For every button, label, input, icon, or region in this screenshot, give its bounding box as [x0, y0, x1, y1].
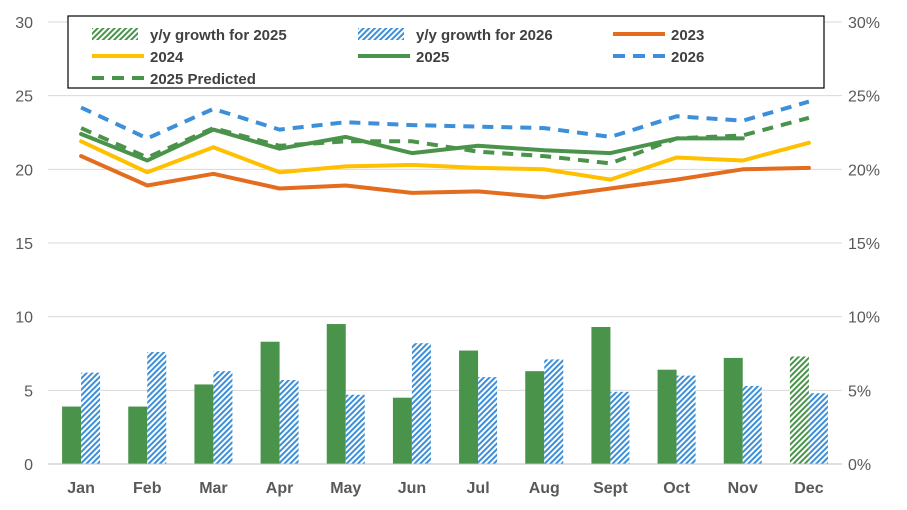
- y-right-tick-label: 15%: [848, 236, 880, 253]
- legend-label-2025-predicted: 2025 Predicted: [150, 71, 256, 88]
- line-series-2024: [79, 139, 811, 182]
- y-left-tick-label: 20: [15, 162, 33, 179]
- legend-label-y-y-growth-for-2026: y/y growth for 2026: [416, 27, 553, 44]
- bar-growth-2026: [411, 343, 431, 464]
- bar-growth-2026: [345, 394, 365, 464]
- y-left-tick-label: 25: [15, 89, 33, 106]
- y-right-tick-label: 25%: [848, 89, 880, 106]
- y-right-tick-label: 20%: [848, 162, 880, 179]
- line-layer: [79, 99, 811, 200]
- bar-growth-2025: [260, 341, 280, 464]
- y-right-tick-label: 0%: [848, 457, 871, 474]
- bar-growth-2026: [742, 385, 762, 464]
- bar-layer: [62, 324, 828, 464]
- y-left-tick-label: 15: [15, 236, 33, 253]
- bar-growth-2025: [62, 406, 82, 464]
- bar-growth-2026: [213, 371, 233, 464]
- legend-label-2023: 2023: [671, 27, 704, 44]
- x-tick-label: Mar: [199, 480, 227, 497]
- bar-growth-2025: [591, 326, 611, 464]
- x-tick-label: Apr: [266, 480, 294, 497]
- legend-label-2025: 2025: [416, 49, 449, 66]
- bar-growth-2026: [478, 377, 498, 464]
- line-series-2025: [79, 127, 745, 163]
- legend-swatch-y-y-growth-for-2025: [92, 28, 138, 40]
- legend-box: [67, 15, 825, 89]
- bar-growth-2025: [194, 384, 214, 464]
- bar-growth-2026: [81, 372, 101, 464]
- bar-growth-2025: [459, 350, 479, 464]
- legend: y/y growth for 2025 y/y growth for 2026 20…: [67, 15, 825, 89]
- bar-growth-2025: [326, 324, 346, 464]
- bar-growth-2025: [525, 371, 545, 464]
- x-tick-label: Jun: [398, 480, 426, 497]
- bar-growth-2025: [392, 397, 412, 464]
- x-tick-label: May: [330, 480, 361, 497]
- x-tick-label: Dec: [794, 480, 823, 497]
- bar-growth-2026: [676, 375, 696, 464]
- bar-growth-2026: [544, 359, 564, 464]
- line-series-2023: [79, 154, 811, 200]
- y-right-tick-label: 30%: [848, 15, 880, 32]
- line-series-2026: [80, 99, 810, 141]
- x-tick-label: Sept: [593, 480, 628, 497]
- x-tick-label: Oct: [663, 480, 690, 497]
- bar-growth-2026: [147, 352, 167, 464]
- y-left-tick-label: 5: [24, 383, 33, 400]
- x-tick-label: Feb: [133, 480, 162, 497]
- legend-swatch-y-y-growth-for-2026: [358, 28, 404, 40]
- bar-growth-2026: [610, 391, 630, 464]
- y-left-tick-label: 0: [24, 457, 33, 474]
- bar-growth-2026: [808, 393, 828, 464]
- bar-growth-2025: [789, 356, 809, 464]
- y-left-tick-label: 10: [15, 310, 33, 327]
- bar-growth-2025: [723, 357, 743, 464]
- bar-growth-2025: [657, 369, 677, 464]
- legend-label-2024: 2024: [150, 49, 184, 66]
- y-right-tick-label: 10%: [848, 310, 880, 327]
- bar-growth-2026: [279, 380, 299, 464]
- y-left-tick-label: 30: [15, 15, 33, 32]
- x-tick-label: Aug: [529, 480, 560, 497]
- x-tick-label: Jul: [467, 480, 490, 497]
- x-tick-label: Jan: [67, 480, 95, 497]
- legend-label-y-y-growth-for-2025: y/y growth for 2025: [150, 27, 287, 44]
- x-tick-label: Nov: [728, 480, 758, 497]
- axes: 0 0% 5 5% 10 10% 15 15% 20 20% 25 25% 30 30% Jan Feb Mar…: [15, 15, 880, 497]
- bar-growth-2025: [128, 406, 148, 464]
- legend-label-2026: 2026: [671, 49, 704, 66]
- y-right-tick-label: 5%: [848, 383, 871, 400]
